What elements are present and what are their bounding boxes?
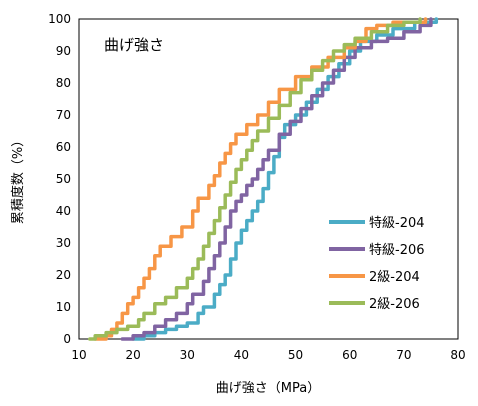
series-line-3	[93, 17, 428, 341]
x-tick-label: 10	[71, 348, 86, 362]
y-tick-label: 70	[56, 108, 71, 122]
x-tick-labels: 10 20 30 40 50 60 70 80	[71, 348, 465, 362]
x-tick-label: 70	[396, 348, 411, 362]
y-tick-label: 20	[56, 268, 71, 282]
x-tick-label: 50	[288, 348, 303, 362]
series-line-4	[88, 17, 422, 341]
y-tick-label: 0	[63, 332, 71, 346]
y-tick-label: 100	[48, 12, 71, 26]
x-tick-label: 40	[234, 348, 249, 362]
x-axis-label: 曲げ強さ（MPa）	[216, 381, 320, 396]
y-tick-label: 40	[56, 204, 71, 218]
legend-label: 特級-206	[369, 243, 425, 258]
legend: 特級-204 特級-206 2級-204 2級-206	[329, 216, 425, 312]
series-line-1	[131, 17, 439, 341]
legend-label: 2級-204	[369, 270, 420, 285]
legend-label: 特級-204	[369, 216, 425, 231]
x-tick-label: 60	[342, 348, 357, 362]
y-tick-label: 50	[56, 172, 71, 186]
x-tick-label: 80	[450, 348, 465, 362]
series-line-2	[120, 17, 433, 341]
y-tick-label: 80	[56, 76, 71, 90]
y-tick-label: 90	[56, 44, 71, 58]
y-tick-label: 30	[56, 236, 71, 250]
y-tick-labels: 0 10 20 30 40 50 60 70 80 90 100	[48, 12, 71, 346]
series-layer	[88, 17, 439, 341]
legend-label: 2級-206	[369, 297, 420, 312]
x-tick-label: 20	[126, 348, 141, 362]
inset-title: 曲げ強さ	[104, 36, 164, 54]
y-axis-label: 累積度数（%）	[10, 134, 26, 224]
y-tick-label: 10	[56, 300, 71, 314]
x-tick-label: 30	[180, 348, 195, 362]
y-tick-label: 60	[56, 140, 71, 154]
